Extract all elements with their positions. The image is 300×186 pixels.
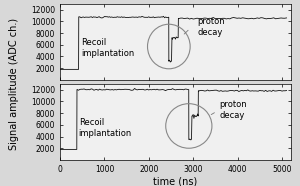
X-axis label: time (ns): time (ns) — [153, 177, 198, 186]
Text: proton
decay: proton decay — [198, 17, 225, 37]
Text: Signal amplitude (ADC ch.): Signal amplitude (ADC ch.) — [9, 18, 19, 150]
Text: Recoil
implantation: Recoil implantation — [81, 38, 135, 58]
Text: Recoil
implantation: Recoil implantation — [79, 118, 132, 138]
Text: proton
decay: proton decay — [219, 100, 247, 120]
